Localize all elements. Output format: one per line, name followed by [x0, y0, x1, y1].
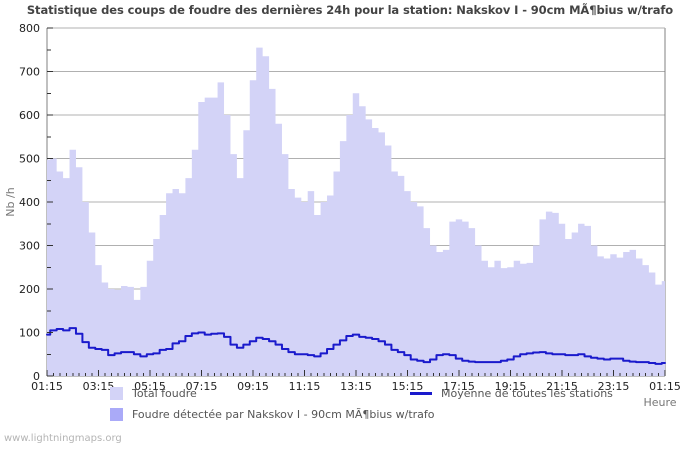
y-tick-label: 300: [19, 240, 40, 253]
y-tick-label: 200: [19, 283, 40, 296]
x-tick-label: 15:15: [392, 380, 424, 393]
x-tick-label: 09:15: [237, 380, 269, 393]
y-tick-label: 700: [19, 66, 40, 79]
area-series-total: [47, 47, 665, 376]
y-tick-label: 500: [19, 153, 40, 166]
legend-label-foudre-detectee: Foudre détectée par Nakskov I - 90cm MÃ¶…: [132, 408, 435, 421]
legend-label-moyenne: Moyenne de toutes les stations: [441, 387, 613, 400]
y-axis-tick-labels: 0 100 200 300 400 500 600 700 800: [19, 22, 40, 383]
x-tick-label: 07:15: [186, 380, 218, 393]
x-tick-label: 05:15: [134, 380, 166, 393]
x-tick-label: 03:15: [83, 380, 115, 393]
legend-linebox-moyenne: [410, 387, 432, 400]
y-tick-label: 0: [33, 370, 40, 383]
x-tick-label: 01:15: [649, 380, 681, 393]
x-tick-label: 23:15: [598, 380, 630, 393]
x-tick-label: 11:15: [289, 380, 321, 393]
legend-item-total-foudre[interactable]: Total foudre: [110, 387, 197, 400]
chart-title: Statistique des coups de foudre des dern…: [26, 3, 674, 17]
watermark: www.lightningmaps.org: [4, 433, 122, 444]
legend-swatch-foudre-detectee: [110, 408, 123, 421]
y-tick-label: 600: [19, 109, 40, 122]
legend-label-total-foudre: Total foudre: [132, 387, 197, 400]
x-axis-label: Heure: [643, 396, 676, 409]
x-tick-label: 01:15: [31, 380, 63, 393]
legend-item-foudre-detectee[interactable]: Foudre détectée par Nakskov I - 90cm MÃ¶…: [110, 408, 435, 421]
legend-line-moyenne: [410, 392, 432, 395]
y-tick-label: 400: [19, 196, 40, 209]
x-tick-label: 13:15: [340, 380, 372, 393]
line-series-mean: [46, 327, 666, 365]
x-axis-tick-labels: 01:15 03:15 05:15 07:15 09:15 11:15 13:15 15:15…: [31, 380, 681, 393]
y-tick-label: 800: [19, 22, 40, 35]
legend-item-moyenne[interactable]: Moyenne de toutes les stations: [410, 387, 613, 400]
x-tick-label: 17:15: [443, 380, 475, 393]
x-axis-ticks: [46, 370, 666, 376]
y-tick-label: 100: [19, 327, 40, 340]
y-axis-ticks: [47, 27, 53, 377]
x-tick-label: 21:15: [546, 380, 578, 393]
y-axis-label: Nb /h: [4, 187, 17, 216]
x-tick-label: 19:15: [495, 380, 527, 393]
legend-swatch-total-foudre: [110, 387, 123, 400]
